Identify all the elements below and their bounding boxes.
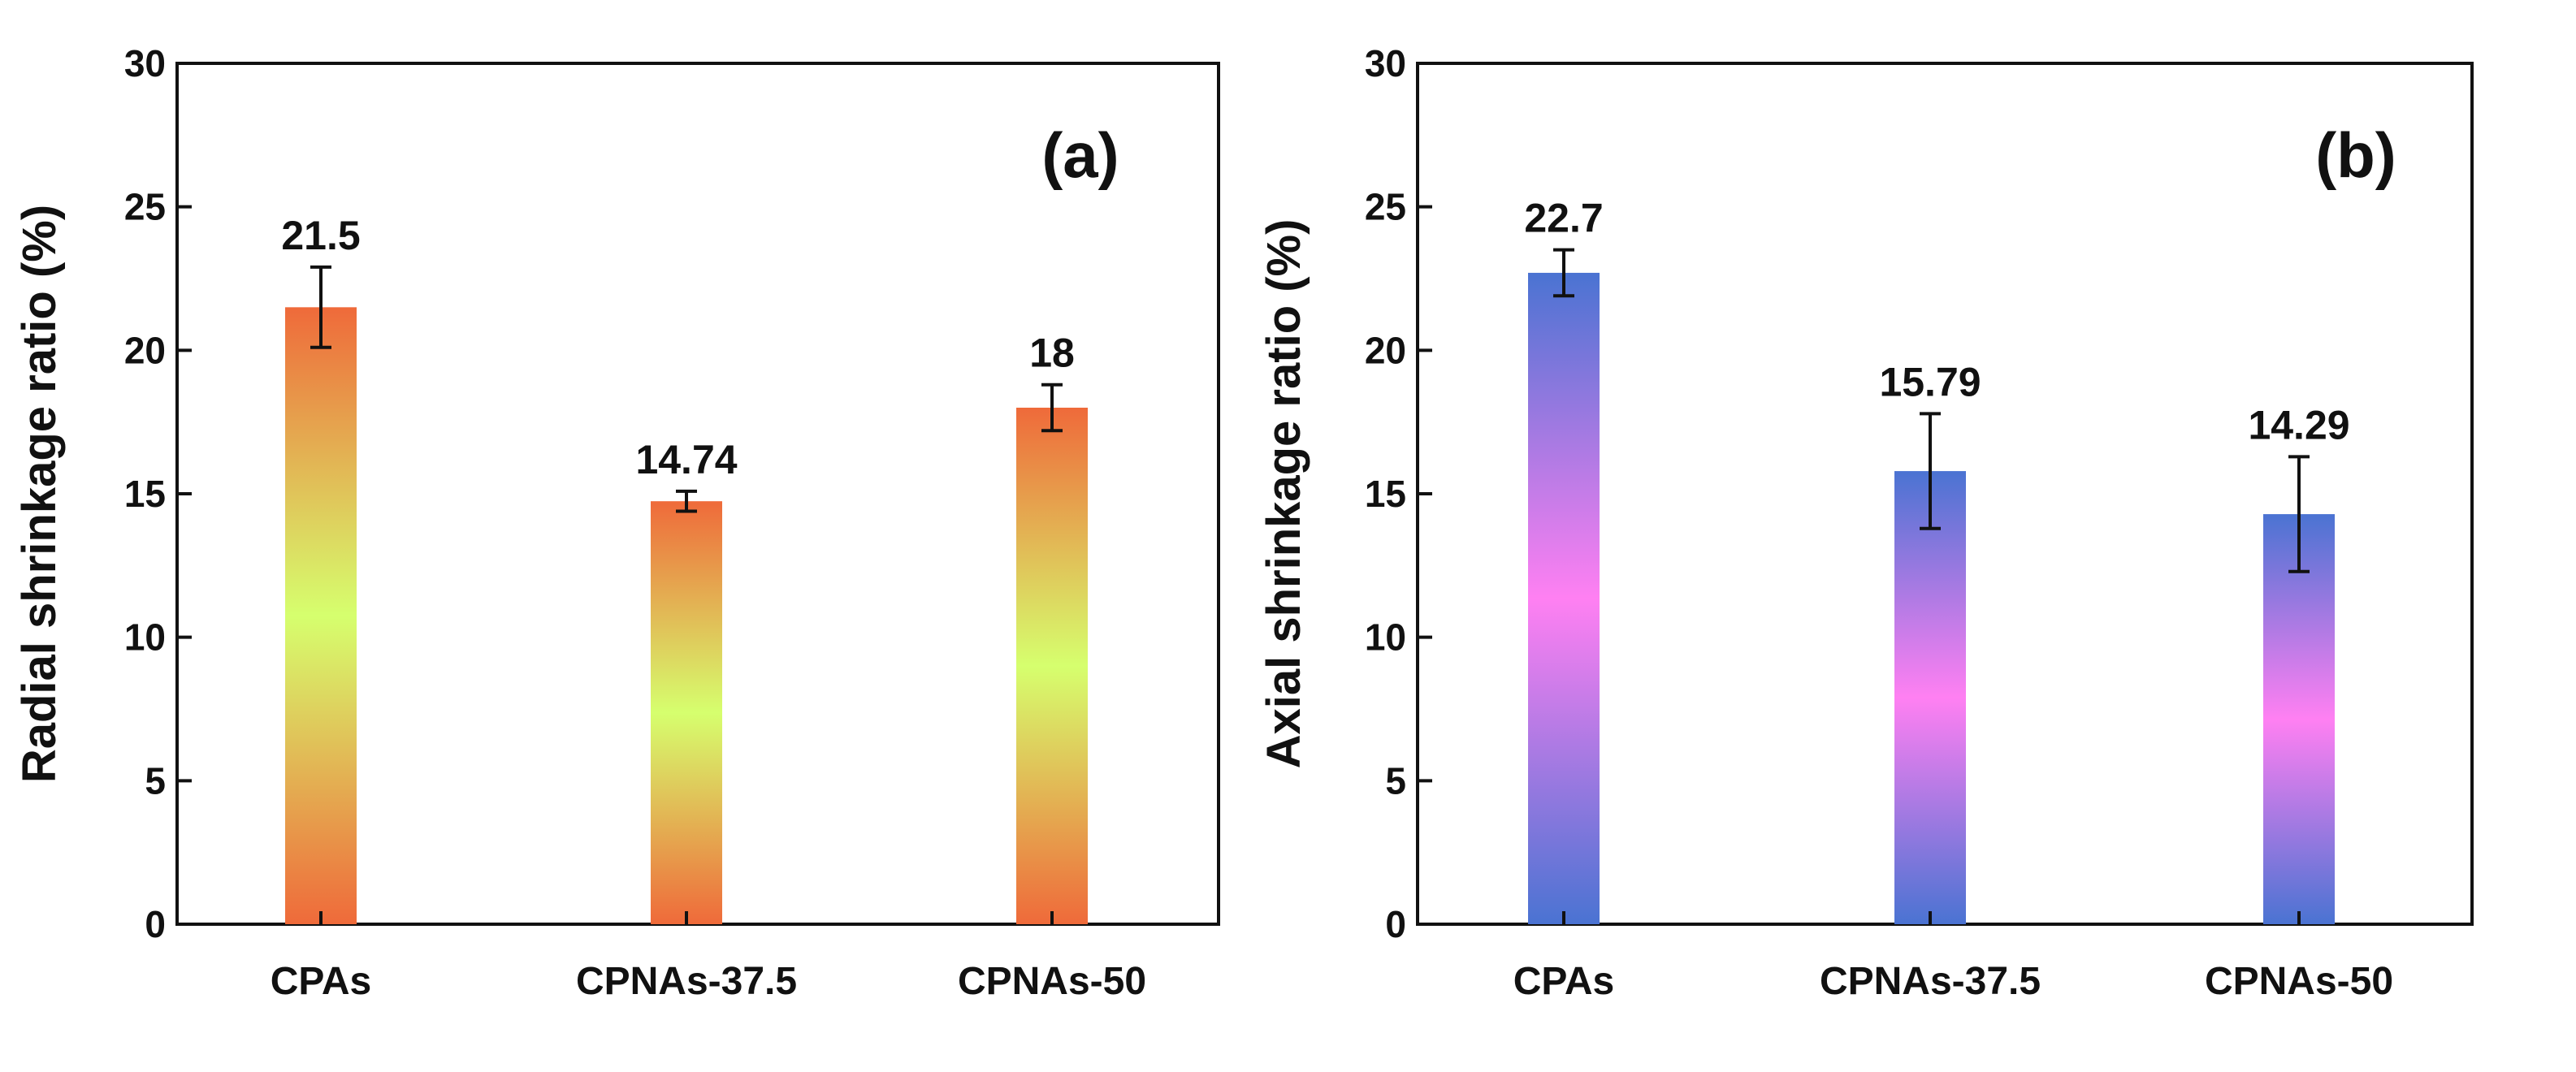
x-tick-label: CPAs	[1513, 960, 1614, 1003]
y-tick-label: 0	[1385, 903, 1406, 945]
y-tick-label: 10	[1365, 616, 1406, 659]
y-tick-label: 0	[145, 903, 166, 945]
data-label: 15.79	[1879, 359, 1981, 404]
y-tick-label: 10	[124, 616, 166, 659]
y-tick-label: 25	[1365, 186, 1406, 228]
bar-cpnas-37-5	[651, 501, 722, 924]
bar-cpas	[1528, 272, 1600, 924]
y-tick-label: 30	[124, 42, 166, 84]
y-tick-label: 15	[1365, 473, 1406, 515]
x-tick-label: CPAs	[271, 960, 371, 1003]
error-bar	[1920, 412, 1941, 530]
x-tick-label: CPNAs-50	[2205, 960, 2393, 1003]
x-tick-label: CPNAs-37.5	[1820, 960, 2041, 1003]
y-tick-label: 15	[124, 473, 166, 515]
panel-label: (a)	[1041, 119, 1119, 191]
data-label: 21.5	[281, 213, 360, 258]
bar-cpnas-37-5	[1894, 471, 1966, 924]
data-label: 22.7	[1524, 196, 1603, 241]
error-bar	[1553, 248, 1574, 298]
x-tick-label: CPNAs-50	[958, 960, 1146, 1003]
y-tick-label: 5	[145, 759, 166, 802]
error-bar	[2288, 455, 2310, 573]
bar-cpnas-50	[1016, 408, 1088, 924]
data-label: 14.29	[2248, 402, 2349, 447]
y-axis-title: Radial shrinkage ratio (%)	[13, 205, 66, 783]
y-tick-label: 5	[1385, 759, 1406, 802]
error-bar	[676, 489, 697, 513]
error-bar	[1041, 383, 1063, 433]
chart-panel-b: 0 5 10 15 20 25 30 Axial shrinkage ratio (%) (b)…	[1258, 42, 2474, 1003]
y-tick-label: 25	[124, 186, 166, 228]
panel-label: (b)	[2315, 119, 2396, 191]
x-tick-label: CPNAs-37.5	[576, 960, 797, 1003]
data-label: 18	[1029, 331, 1075, 376]
y-tick-label: 20	[124, 329, 166, 371]
chart-panel-a: 0 5 10 15 20 25 30 Radial shrinkage ratio (%) (a…	[13, 42, 1220, 1003]
error-bar	[310, 265, 331, 349]
bar-cpas	[285, 307, 357, 924]
y-tick-label: 30	[1365, 42, 1406, 84]
bar-cpnas-50	[2263, 514, 2335, 924]
data-label: 14.74	[635, 437, 737, 482]
y-tick-label: 20	[1365, 329, 1406, 371]
y-axis-title: Axial shrinkage ratio (%)	[1258, 219, 1310, 769]
